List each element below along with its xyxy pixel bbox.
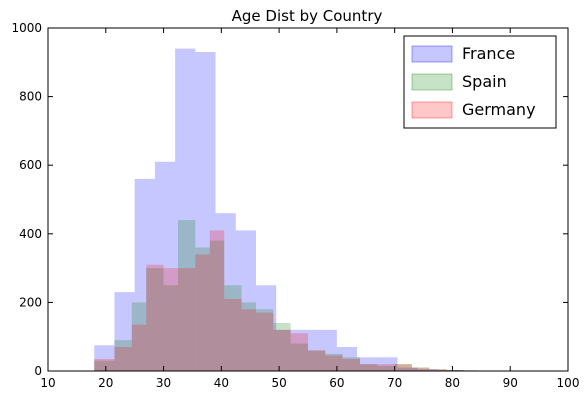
x-tick-label: 100 — [557, 376, 580, 390]
x-tick-label: 90 — [503, 376, 518, 390]
bar-germany-2 — [132, 325, 146, 371]
bar-germany-13 — [308, 350, 325, 371]
legend-swatch-france — [412, 46, 452, 62]
x-tick-label: 20 — [98, 376, 113, 390]
bar-germany-5 — [178, 268, 195, 371]
bar-germany-19 — [412, 368, 429, 371]
legend: France Spain Germany — [404, 36, 556, 128]
y-tick-label: 200 — [19, 295, 42, 309]
x-tick-label: 50 — [271, 376, 286, 390]
bar-germany-15 — [343, 359, 360, 371]
bar-germany-7 — [210, 230, 224, 371]
bar-germany-1 — [114, 347, 131, 371]
x-tick-label: 60 — [329, 376, 344, 390]
bar-germany-6 — [195, 254, 209, 371]
x-tick-label: 70 — [387, 376, 402, 390]
legend-label-germany: Germany — [462, 100, 536, 119]
x-tick-label: 40 — [214, 376, 229, 390]
bar-germany-12 — [291, 333, 308, 371]
y-tick-label: 400 — [19, 227, 42, 241]
bar-germany-8 — [224, 299, 241, 371]
bar-germany-4 — [164, 268, 178, 371]
bar-germany-17 — [377, 364, 394, 371]
legend-label-spain: Spain — [462, 72, 507, 91]
bar-germany-11 — [273, 330, 290, 371]
legend-swatch-spain — [412, 74, 452, 90]
y-tick-label: 1000 — [11, 21, 42, 35]
bar-germany-14 — [325, 356, 342, 371]
bar-germany-16 — [360, 364, 377, 371]
bar-germany-0 — [94, 359, 114, 371]
x-tick-label: 80 — [445, 376, 460, 390]
y-tick-label: 800 — [19, 90, 42, 104]
bar-germany-9 — [242, 309, 256, 371]
y-tick-label: 600 — [19, 158, 42, 172]
bar-germany-10 — [256, 313, 273, 371]
chart-title: Age Dist by Country — [232, 7, 383, 25]
x-tick-label: 30 — [156, 376, 171, 390]
y-tick-label: 0 — [34, 364, 42, 378]
x-tick-label: 10 — [40, 376, 55, 390]
legend-label-france: France — [462, 44, 515, 63]
bar-germany-3 — [146, 265, 163, 371]
bar-germany-18 — [395, 364, 412, 371]
legend-swatch-germany — [412, 102, 452, 118]
